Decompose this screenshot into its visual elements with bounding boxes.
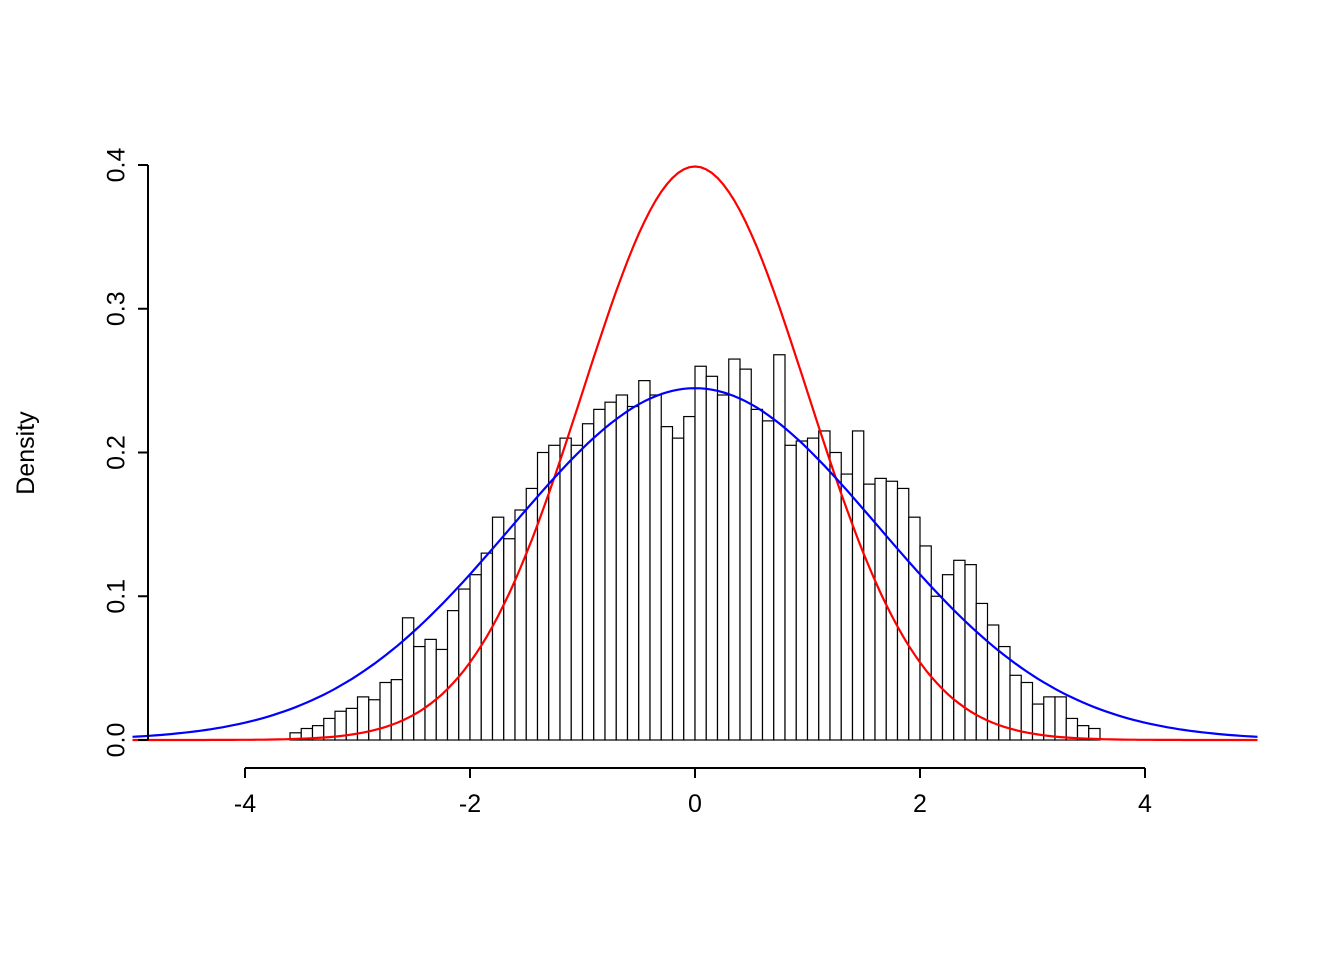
histogram-bar xyxy=(896,487,910,741)
histogram-bar xyxy=(716,394,730,741)
histogram-bar xyxy=(469,574,482,741)
histogram-bar xyxy=(413,645,426,741)
histogram-bar xyxy=(953,559,966,741)
histogram-bar xyxy=(806,437,820,741)
histogram-bar xyxy=(851,430,865,741)
y-tick-label: 0.4 xyxy=(103,148,131,183)
histogram-bar xyxy=(1054,696,1067,741)
red-normal-curve xyxy=(132,165,1258,742)
histogram-bar xyxy=(480,552,494,741)
x-tick-label: 4 xyxy=(1138,790,1152,818)
histogram-bar xyxy=(638,380,651,741)
histogram-bar xyxy=(379,681,392,741)
histogram-bar xyxy=(930,595,944,741)
histogram-bar xyxy=(818,430,831,741)
histogram-bar xyxy=(514,509,527,741)
histogram-bar xyxy=(829,451,842,741)
histogram-bar xyxy=(368,699,381,741)
histogram-bar xyxy=(795,440,809,741)
histogram-bar xyxy=(503,538,516,741)
histogram-bar xyxy=(446,610,460,741)
histogram-bar xyxy=(593,408,606,741)
x-tick-label: 0 xyxy=(688,790,702,818)
histogram-bar xyxy=(863,483,876,741)
y-tick-label: 0.0 xyxy=(103,723,131,758)
histogram-bar xyxy=(649,394,662,741)
histogram-bar xyxy=(1043,696,1056,741)
histogram-bars xyxy=(289,354,1101,741)
histogram-bar xyxy=(874,477,887,741)
histogram-bar xyxy=(491,516,505,741)
blue-density-curve xyxy=(132,387,1258,738)
y-tick-label: 0.3 xyxy=(103,291,131,326)
y-axis-title: Density xyxy=(12,411,40,495)
histogram-bar xyxy=(390,679,404,741)
histogram-bar xyxy=(660,426,674,741)
histogram-bar xyxy=(694,365,707,741)
histogram-bar xyxy=(671,437,685,741)
histogram-bar xyxy=(604,401,617,741)
histogram-bar xyxy=(683,415,696,741)
histogram-bar xyxy=(1088,727,1101,741)
y-tick-label: 0.2 xyxy=(103,435,131,470)
histogram-bar xyxy=(581,423,595,741)
histogram-bar xyxy=(784,444,797,741)
histogram-bar xyxy=(626,405,640,741)
x-tick-label: -2 xyxy=(459,790,481,818)
histogram-bar xyxy=(908,516,921,741)
density-curves xyxy=(132,165,1258,742)
x-tick-label: 2 xyxy=(913,790,927,818)
histogram-bar xyxy=(570,444,584,741)
histogram-bar xyxy=(615,394,629,741)
histogram-bar xyxy=(761,420,775,741)
y-tick-label: 0.1 xyxy=(103,579,131,614)
histogram-bar xyxy=(773,354,786,741)
histogram-bar xyxy=(705,375,719,741)
axes: 0.0 0.1 0.2 0.3 0.4 -4 -2 0 2 4 xyxy=(103,148,1152,818)
histogram-bar xyxy=(424,638,437,741)
histogram-bar xyxy=(728,358,741,741)
x-tick-label: -4 xyxy=(234,790,256,818)
histogram-bar xyxy=(840,473,854,741)
histogram-bar xyxy=(739,368,752,741)
histogram-bar xyxy=(750,408,764,741)
histogram-bar xyxy=(559,437,572,741)
